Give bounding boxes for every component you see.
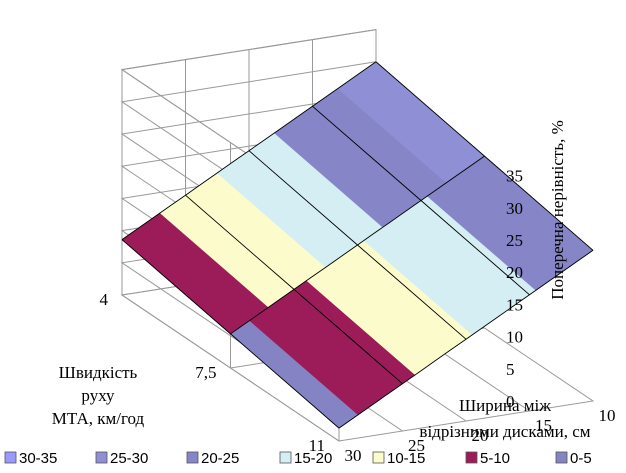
legend-label: 5-10 <box>480 450 510 467</box>
surface-mesh-line <box>338 249 594 429</box>
legend-label: 15-20 <box>294 450 332 467</box>
legend-label: 10-15 <box>387 450 425 467</box>
x-axis-title-line-2: відрізними дисками, см <box>419 422 590 441</box>
legend-swatch <box>4 451 17 464</box>
legend-swatch <box>279 451 292 464</box>
z-tick-label: 5 <box>506 360 515 379</box>
legend-item: 5-10 <box>465 450 510 467</box>
surface-plot <box>121 61 594 429</box>
legend-swatch <box>465 451 478 464</box>
y-axis-title-line-1: Швидкість <box>59 363 138 382</box>
surface-mesh-line <box>121 61 377 240</box>
y-tick-label: 4 <box>100 290 109 309</box>
x-tick-label: 20 <box>472 426 489 445</box>
x-tick-label: 30 <box>345 446 362 465</box>
z-tick-label: 30 <box>506 199 523 218</box>
y-axis-ticks: 4 7,5 11 <box>100 290 326 455</box>
x-axis-title-line-1: Ширина між <box>459 396 551 415</box>
surface-mesh-line <box>230 155 485 335</box>
z-axis-ticks: 0 5 10 15 20 25 30 35 <box>506 167 523 411</box>
legend-item: 25-30 <box>95 450 148 467</box>
x-axis-ticks: 30 25 20 15 10 <box>345 406 616 465</box>
y-tick-label: 11 <box>309 436 325 455</box>
z-axis-title: Поперечна нерівність, % <box>548 120 567 300</box>
y-tick-label: 7,5 <box>195 363 216 382</box>
legend-label: 25-30 <box>110 450 148 467</box>
z-tick-label: 25 <box>506 231 523 250</box>
legend-label: 20-25 <box>201 450 239 467</box>
legend-label: 30-35 <box>19 450 57 467</box>
legend-item: 30-35 <box>4 450 57 467</box>
x-tick-label: 10 <box>599 406 616 425</box>
z-tick-label: 20 <box>506 263 523 282</box>
x-tick-label: 15 <box>535 416 552 435</box>
x-tick-label: 25 <box>408 436 425 455</box>
legend-item: 10-15 <box>372 450 425 467</box>
y-axis-title-line-3: МТА, км/год <box>52 409 145 428</box>
z-tick-label: 35 <box>506 167 523 186</box>
legend-swatch <box>372 451 385 464</box>
z-tick-label: 0 <box>506 392 515 411</box>
legend: 30-35 25-30 20-25 15-20 10-15 5-10 0-5 <box>4 450 592 467</box>
legend-label: 0-5 <box>570 450 592 467</box>
y-axis-title-line-2: руху <box>81 386 115 405</box>
legend-swatch <box>186 451 199 464</box>
legend-swatch <box>555 451 568 464</box>
z-tick-label: 10 <box>506 328 523 347</box>
legend-item: 0-5 <box>555 450 592 467</box>
legend-swatch <box>95 451 108 464</box>
z-tick-label: 15 <box>506 295 523 314</box>
legend-item: 15-20 <box>279 450 332 467</box>
legend-item: 20-25 <box>186 450 239 467</box>
